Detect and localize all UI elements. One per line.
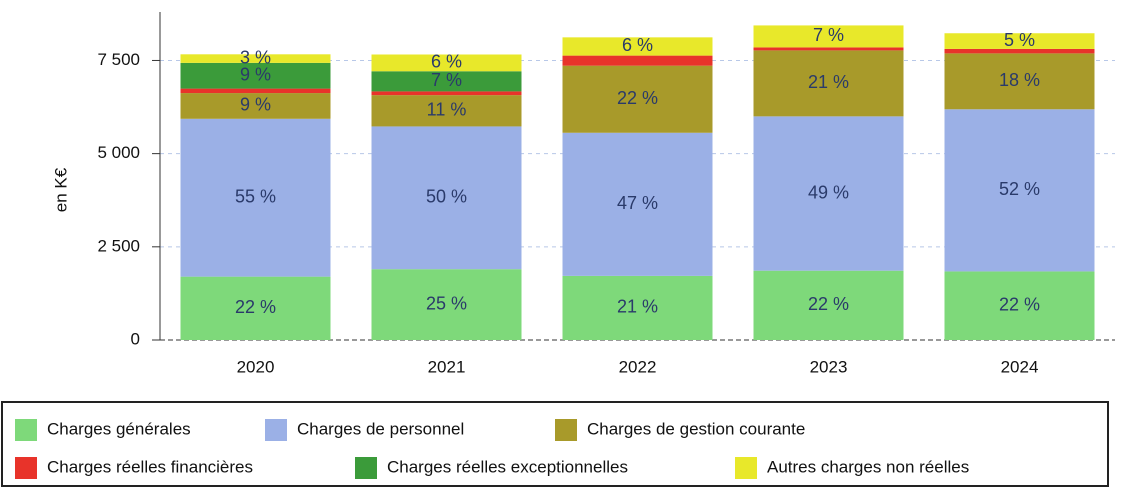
segment-label: 47 % (617, 193, 658, 213)
segment-label: 11 % (427, 100, 467, 120)
bar-segment (753, 270, 904, 340)
bar-segment (944, 109, 1095, 272)
segment-label: 49 % (808, 182, 849, 202)
segment-label: 7 % (431, 70, 462, 90)
legend-label: Charges réelles exceptionnelles (387, 457, 628, 476)
segment-label: 22 % (999, 294, 1040, 314)
bar-segment (562, 37, 713, 56)
x-tick-label: 2020 (237, 357, 275, 376)
legend-swatch (355, 457, 377, 479)
bar-segment (944, 48, 1095, 54)
legend-swatch (555, 419, 577, 441)
bar-segment (562, 132, 713, 276)
legend-swatch (15, 457, 37, 479)
legend-box (1, 401, 1109, 487)
bar-segment (180, 62, 331, 89)
bar-segment (753, 25, 904, 48)
legend-swatch (735, 457, 757, 479)
segment-label: 22 % (617, 88, 658, 108)
segment-label: 55 % (235, 186, 276, 206)
legend-swatch (15, 419, 37, 441)
bar-segment (562, 55, 713, 66)
legend-label: Autres charges non réelles (767, 457, 969, 476)
segment-label: 6 % (622, 35, 653, 55)
segment-label: 21 % (808, 72, 849, 92)
x-tick-label: 2021 (428, 357, 466, 376)
y-tick-label: 0 (131, 329, 140, 348)
segment-label: 21 % (617, 297, 658, 317)
legend-label: Charges de gestion courante (587, 419, 805, 438)
segment-label: 3 % (240, 47, 271, 67)
segment-label: 25 % (426, 293, 467, 313)
bar-segment (371, 71, 522, 92)
segment-label: 6 % (431, 52, 462, 72)
bar-segment (753, 47, 904, 51)
bar-segment (753, 50, 904, 117)
bar-segment (180, 118, 331, 277)
y-tick-label: 2 500 (97, 236, 140, 255)
bar-segment (180, 54, 331, 63)
legend-label: Charges réelles financières (47, 457, 253, 476)
bar-segment (180, 93, 331, 119)
y-tick-label: 5 000 (97, 143, 140, 162)
bar-segment (180, 276, 331, 340)
segment-label: 7 % (813, 25, 844, 45)
bar-segment (562, 65, 713, 133)
bar-segment (180, 88, 331, 94)
y-axis-label: en K€ (51, 167, 70, 212)
x-tick-label: 2023 (810, 357, 848, 376)
segment-label: 9 % (240, 95, 271, 115)
bar-segment (371, 126, 522, 270)
x-tick-label: 2022 (619, 357, 657, 376)
x-tick-label: 2024 (1001, 357, 1039, 376)
segment-label: 50 % (426, 187, 467, 207)
segment-label: 22 % (808, 294, 849, 314)
y-tick-label: 7 500 (97, 50, 140, 69)
bar-segment (944, 53, 1095, 110)
bar-segment (753, 116, 904, 271)
segment-label: 9 % (240, 64, 271, 84)
bar-segment (371, 95, 522, 127)
legend-label: Charges générales (47, 419, 191, 438)
segment-label: 52 % (999, 179, 1040, 199)
bar-segment (371, 54, 522, 72)
segment-label: 22 % (235, 297, 276, 317)
legend-label: Charges de personnel (297, 419, 464, 438)
bar-segment (562, 275, 713, 340)
legend-swatch (265, 419, 287, 441)
bar-segment (371, 269, 522, 340)
bar-segment (944, 271, 1095, 340)
segment-label: 5 % (1004, 30, 1035, 50)
bar-segment (944, 33, 1095, 49)
segment-label: 18 % (999, 70, 1040, 90)
bar-segment (371, 91, 522, 96)
